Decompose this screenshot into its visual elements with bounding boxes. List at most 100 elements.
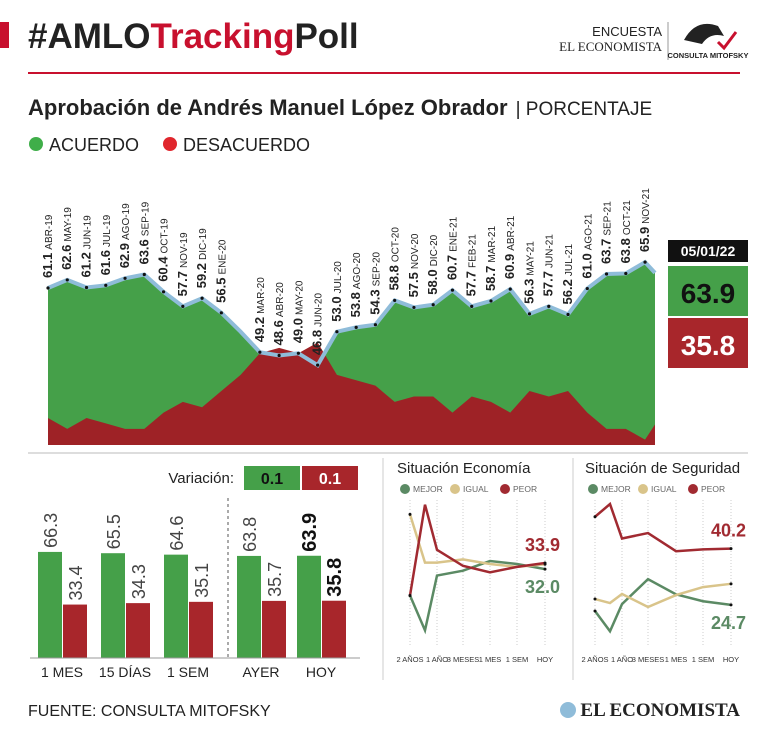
end-label: 24.7 <box>711 613 746 633</box>
latest-value: 63.9 <box>681 278 736 309</box>
value: 57.7 <box>464 271 479 296</box>
point <box>258 350 262 354</box>
month: AGO-20 <box>352 252 363 289</box>
value: 61.0 <box>579 253 594 278</box>
value: 57.5 <box>406 272 421 297</box>
point-label: 53.0 JUL-20 <box>329 261 344 322</box>
point-label: 58.7 MAR-21 <box>483 226 498 291</box>
date: 05/01/22 <box>681 243 736 259</box>
bar-label: 35.8 <box>324 558 346 597</box>
end-point <box>729 547 733 551</box>
month: AGO-19 <box>121 203 132 240</box>
month: NOV-21 <box>641 188 652 224</box>
point <box>489 299 493 303</box>
x-tick-label: 1 SEM <box>692 655 715 664</box>
value: 65.9 <box>637 227 652 252</box>
point-label: 63.8 OCT-21 <box>618 200 633 264</box>
point <box>412 305 416 310</box>
value: 63.7 <box>599 239 614 264</box>
bar-label: 65.5 <box>104 514 124 549</box>
point <box>104 283 108 287</box>
x-tick-label: HOY <box>306 664 337 680</box>
footer-logo: EL ECONOMISTA <box>580 700 740 721</box>
bar-label: 35.7 <box>265 562 285 597</box>
value: 46.8 <box>310 330 325 355</box>
value: 63.8 <box>618 238 633 263</box>
value: 61.6 <box>98 250 113 275</box>
bar-label: 63.9 <box>299 513 321 552</box>
month: JUL-20 <box>333 261 344 294</box>
logo-mark <box>684 23 724 44</box>
bar-label: 34.3 <box>129 564 149 599</box>
end-label: 40.2 <box>711 521 746 541</box>
area <box>48 342 655 445</box>
latest-box <box>668 266 748 316</box>
x-tick-label: 1 AÑO <box>426 655 448 664</box>
legend-swatch <box>29 137 43 151</box>
point <box>46 286 50 290</box>
point <box>566 312 570 317</box>
point <box>604 272 609 276</box>
point <box>643 260 647 264</box>
line <box>594 582 732 609</box>
point-label: 57.5 NOV-20 <box>406 233 421 297</box>
title: Aprobación de Andrés Manuel López Obrado… <box>28 95 508 120</box>
point-label: 57.7 FEB-21 <box>464 234 479 297</box>
x-tick-label: 1 AÑO <box>611 655 633 664</box>
point <box>450 288 455 292</box>
point-label: 63.7 SEP-21 <box>599 201 614 264</box>
point-label: 61.0 AGO-21 <box>579 213 594 278</box>
highlight: Tracking <box>151 17 295 56</box>
point-label: 57.7 JUN-21 <box>541 234 556 297</box>
point <box>624 271 628 276</box>
month: JUN-19 <box>83 215 94 249</box>
area <box>48 262 655 445</box>
value: 57.7 <box>541 271 556 296</box>
point <box>547 304 551 308</box>
bar <box>164 554 188 658</box>
value: 59.2 <box>194 263 209 288</box>
value: 60.4 <box>156 256 171 282</box>
survey: ENCUESTA <box>592 24 662 39</box>
legend-label: MEJOR <box>601 484 631 494</box>
month: OCT-21 <box>622 200 633 235</box>
bar-label: 63.8 <box>240 517 260 552</box>
variation-value: 0.1 <box>319 471 341 488</box>
variation-value: 0.1 <box>261 471 283 488</box>
legend-label: PEOR <box>701 484 725 494</box>
x-tick-label: 2 AÑOS <box>396 655 423 664</box>
value: 62.9 <box>117 243 132 268</box>
month: DIC-19 <box>198 228 209 260</box>
value: 57.7 <box>175 271 190 296</box>
point-label: 57.7 NOV-19 <box>175 232 190 296</box>
point <box>123 276 127 280</box>
value: 63.6 <box>136 239 151 264</box>
point-label: 61.6 JUL-19 <box>98 214 113 275</box>
value: 61.2 <box>79 252 94 277</box>
point-label: 53.8 AGO-20 <box>348 252 363 317</box>
month: JUN-20 <box>314 293 325 327</box>
x-tick-label: 2 AÑOS <box>581 655 608 664</box>
point <box>84 285 89 290</box>
month: DIC-20 <box>429 234 440 266</box>
month: MAY-21 <box>526 241 537 276</box>
month: OCT-19 <box>160 218 171 253</box>
x-tick-label: 3 MESES <box>447 655 480 664</box>
month: JUL-21 <box>564 243 575 276</box>
point <box>181 304 185 308</box>
point-label: 60.4 OCT-19 <box>156 218 171 282</box>
legend-label: IGUAL <box>651 484 677 494</box>
point <box>296 351 300 355</box>
point-label: 56.3 MAY-21 <box>522 241 537 304</box>
chart-title: Situación Economía <box>397 460 531 477</box>
chart-title: Situación de Seguridad <box>585 460 740 477</box>
point <box>277 353 281 358</box>
month: MAY-20 <box>294 280 305 315</box>
point <box>200 296 204 300</box>
value: 48.6 <box>271 320 286 345</box>
value: 58.0 <box>425 269 440 294</box>
value: 54.3 <box>367 289 382 314</box>
value: 61.1 <box>40 253 55 278</box>
start-point <box>593 597 597 601</box>
point <box>431 303 435 307</box>
